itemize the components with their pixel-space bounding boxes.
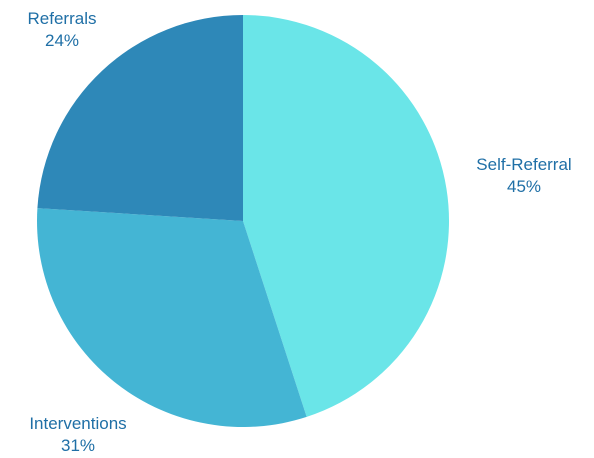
- pie-slice-self-referral: [243, 15, 450, 417]
- slice-percent-self-referral: 45%: [506, 177, 542, 196]
- slice-name-interventions: Interventions: [29, 414, 127, 433]
- slice-label-interventions: Interventions 31%: [6, 413, 150, 457]
- slice-label-self-referral: Self-Referral 45%: [458, 154, 590, 198]
- slice-label-referrals: Referrals 24%: [8, 8, 116, 52]
- slice-percent-referrals: 24%: [44, 31, 80, 50]
- slice-percent-interventions: 31%: [60, 436, 96, 455]
- pie-slice-referrals: [37, 15, 243, 221]
- pie-slice-interventions: [37, 208, 307, 428]
- slice-name-self-referral: Self-Referral: [476, 155, 572, 174]
- pie-slices: [37, 15, 450, 428]
- slice-name-referrals: Referrals: [27, 9, 97, 28]
